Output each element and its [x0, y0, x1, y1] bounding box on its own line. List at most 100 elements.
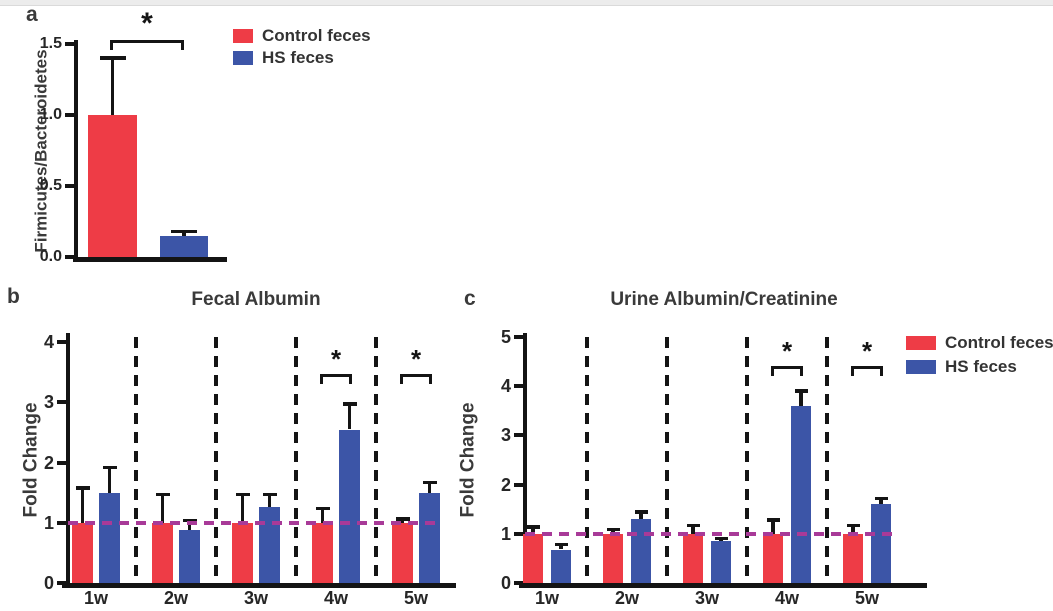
significance-star-5w-c: *	[861, 336, 873, 366]
panel-c-y-tick	[514, 581, 523, 585]
error-bar-stem-hs-2w-b	[187, 520, 192, 530]
error-bar-cap-control-3w-c	[686, 523, 700, 528]
panel-letter-c: c	[464, 287, 476, 310]
panel-c-y-tick-label: 2	[500, 474, 511, 495]
panel-c-y-axis-line	[522, 333, 528, 588]
panel-c-x-tick-label-1w: 1w	[534, 588, 560, 608]
panel-b-y-tick	[57, 460, 66, 465]
panel-c-y-tick-label: 0	[500, 573, 511, 593]
significance-bracket-5w-b	[400, 374, 432, 384]
bar-hs-5w-b	[419, 492, 440, 583]
error-bar-cap-control-5w-c	[846, 523, 860, 528]
legend-item-hs: HS feces	[906, 358, 1053, 375]
panel-c-y-tick	[514, 433, 523, 438]
panel-c-y-axis-label: Fold Change	[457, 402, 479, 518]
panel-c-x-axis-line	[519, 583, 927, 588]
legend-swatch-control	[233, 28, 253, 43]
panel-b-x-tick-label-1w: 1w	[83, 588, 109, 608]
significance-star-5w-b: *	[410, 344, 422, 374]
panel-b-group-separator	[374, 337, 378, 583]
bar-control-4w-c	[763, 533, 783, 583]
bar-hs-4w-b	[339, 429, 360, 583]
error-bar-stem-control-2w-b	[160, 494, 165, 523]
bar-hs-2w-b	[179, 530, 200, 583]
legend-item-hs: HS feces	[233, 49, 371, 66]
bar-hs-3w-c	[711, 541, 731, 583]
error-bar-cap-hs-4w-c	[794, 389, 808, 393]
panel-c-group-separator	[745, 337, 749, 583]
legend-label-control: Control feces	[262, 26, 371, 45]
panel-c-y-tick-label: 4	[500, 376, 511, 397]
panel-c-x-tick-label-3w: 3w	[694, 588, 720, 608]
panel-b-reference-line	[68, 521, 438, 525]
panel-b-y-tick-label: 0	[43, 573, 54, 593]
panel-c-y-tick-label: 1	[500, 523, 511, 544]
panel-b-title: Fecal Albumin	[191, 289, 321, 310]
bar-control-5w-c	[843, 533, 863, 583]
error-bar-cap-control-1w-c	[526, 525, 540, 529]
bar-control-1w-b	[72, 522, 93, 583]
significance-bracket-4w-b	[320, 374, 352, 384]
bar-hs-3w-b	[259, 506, 280, 583]
panel-c-y-tick	[514, 335, 523, 339]
error-bar-stem-hs-1w-b	[107, 467, 112, 493]
panel-c-x-tick-label-5w: 5w	[854, 588, 880, 608]
panel-b-x-tick-label-3w: 3w	[243, 588, 269, 608]
bar-hs-5w-c	[871, 504, 891, 583]
error-bar-stem-control-4w-c	[771, 520, 775, 534]
error-bar-cap-control-a	[99, 56, 126, 60]
bar-control-3w-b	[232, 522, 253, 583]
error-bar-stem-control-1w-b	[80, 487, 85, 523]
significance-bracket-5w-c	[851, 366, 883, 376]
panel-c-group-separator	[665, 337, 669, 583]
error-bar-cap-hs-2w-c	[634, 510, 648, 514]
error-bar-stem-hs-a	[182, 231, 186, 236]
error-bar-stem-control-5w-c	[851, 525, 855, 534]
error-bar-cap-hs-a	[171, 229, 197, 234]
panel-c-y-tick-label: 3	[500, 425, 511, 446]
error-bar-cap-hs-5w-b	[422, 480, 437, 485]
panel-a-x-axis-line	[73, 257, 227, 262]
error-bar-cap-control-2w-b	[155, 492, 170, 497]
panel-b-group-separator	[214, 337, 218, 583]
significance-star-a: *	[141, 7, 153, 40]
bar-hs-1w-b	[99, 492, 120, 583]
panel-b-group-separator	[134, 337, 138, 583]
legend-label-hs: HS feces	[945, 357, 1017, 376]
panel-b-x-tick-label-4w: 4w	[323, 588, 349, 608]
panel-b-y-tick-label: 1	[43, 512, 54, 533]
bar-control-4w-b	[312, 522, 333, 583]
error-bar-stem-hs-5w-c	[879, 498, 883, 505]
error-bar-stem-hs-1w-c	[559, 544, 563, 550]
panel-b-y-axis-line	[65, 333, 71, 588]
significance-star-4w-b: *	[330, 344, 342, 374]
bar-control-2w-b	[152, 522, 173, 583]
error-bar-cap-hs-3w-c	[714, 536, 728, 541]
significance-star-4w-c: *	[781, 336, 793, 366]
error-bar-cap-control-4w-c	[766, 518, 780, 522]
error-bar-cap-hs-5w-c	[874, 496, 888, 501]
error-bar-stem-hs-2w-c	[639, 512, 643, 520]
panel-a-y-tick	[65, 113, 74, 117]
panel-letter-b: b	[7, 285, 20, 308]
error-bar-cap-control-4w-b	[315, 506, 330, 511]
legend-item-control: Control feces	[233, 27, 371, 44]
error-bar-stem-control-3w-b	[240, 494, 245, 523]
bar-hs-1w-c	[551, 549, 571, 583]
error-bar-cap-control-3w-b	[235, 492, 250, 497]
panel-c-y-tick-label: 5	[500, 327, 511, 347]
panel-b-x-axis-line	[62, 583, 456, 588]
panel-b-y-tick	[57, 340, 66, 345]
significance-bracket-4w-c	[771, 366, 803, 376]
panel-a-y-tick-label: 1.5	[39, 35, 62, 52]
bar-control-1w-c	[523, 533, 543, 583]
bar-hs-4w-c	[791, 405, 811, 583]
panel-letter-a: a	[26, 3, 38, 26]
error-bar-stem-control-a	[110, 58, 115, 115]
error-bar-cap-control-2w-c	[606, 527, 620, 532]
panel-b-x-tick-label-2w: 2w	[163, 588, 189, 608]
